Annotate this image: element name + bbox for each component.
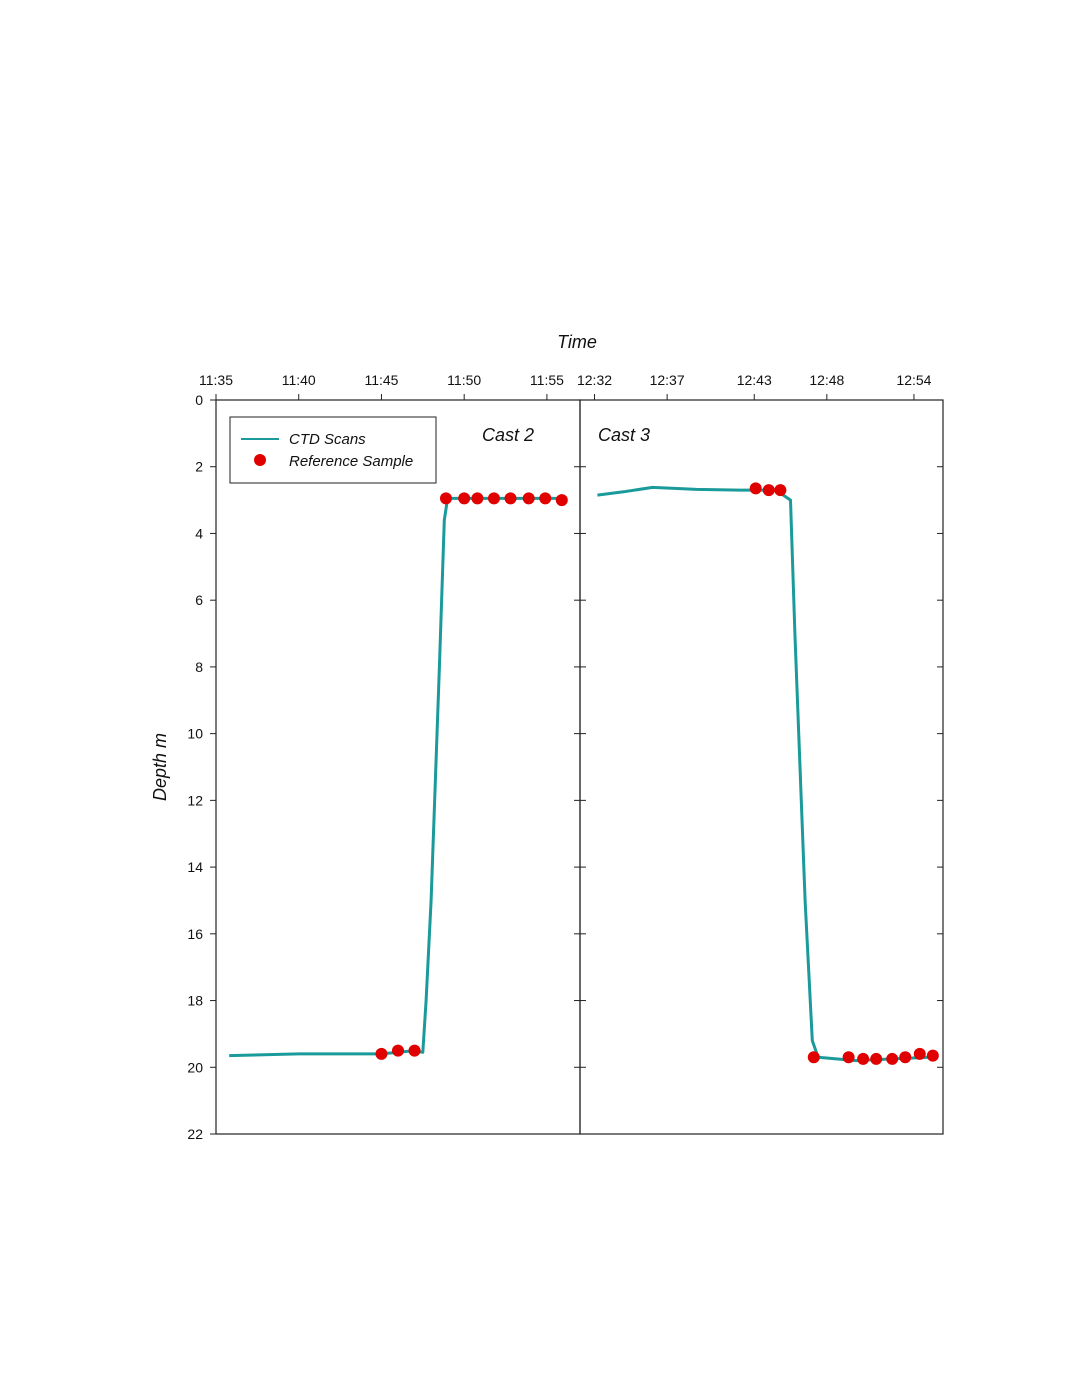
panel-frame (215, 399, 581, 1135)
reference-sample-point (555, 494, 568, 507)
y-axis-title: Depth m (150, 733, 170, 801)
reference-sample-point (774, 484, 787, 497)
reference-sample-point (487, 492, 500, 505)
reference-sample-point (749, 482, 762, 495)
reference-sample-point (842, 1051, 855, 1064)
reference-sample-point (539, 492, 552, 505)
x-tick-label: 11:55 (530, 372, 564, 388)
y-tick-label: 16 (187, 926, 203, 942)
panel-frame (579, 399, 944, 1135)
y-tick-label: 10 (187, 726, 203, 742)
y-tick-label: 8 (195, 659, 203, 675)
x-tick-label: 12:37 (650, 372, 685, 388)
x-tick-label: 12:54 (896, 372, 931, 388)
legend-marker-swatch (254, 454, 266, 466)
reference-sample-point (913, 1047, 926, 1060)
reference-sample-point (375, 1047, 388, 1060)
reference-sample-point (458, 492, 471, 505)
x-tick-label: 12:48 (809, 372, 844, 388)
reference-sample-point (886, 1052, 899, 1065)
reference-sample-point (522, 492, 535, 505)
x-tick-label: 11:50 (447, 372, 481, 388)
x-tick-label: 11:45 (364, 372, 398, 388)
legend-label-reference-sample: Reference Sample (289, 453, 413, 470)
panel-cast-2: 11:35 11:40 11:45 11:50 11:55 Cast 2 (199, 372, 581, 1135)
reference-sample-point (870, 1052, 883, 1065)
x-tick-label: 12:32 (577, 372, 612, 388)
x-tick-label: 11:40 (282, 372, 316, 388)
reference-sample-point (471, 492, 484, 505)
y-tick-label: 4 (195, 525, 203, 541)
reference-sample-point (392, 1044, 404, 1057)
panel-label: Cast 3 (598, 425, 650, 445)
y-tick-label: 20 (187, 1059, 203, 1075)
y-tick-label: 14 (187, 859, 203, 875)
reference-sample-point (408, 1044, 421, 1057)
y-tick-label: 18 (187, 993, 203, 1009)
legend: CTD Scans Reference Sample (229, 416, 437, 484)
y-tick-label: 22 (187, 1126, 203, 1142)
ctd-scans-line (597, 485, 929, 1063)
y-tick-label: 12 (187, 792, 203, 808)
reference-sample-point (439, 492, 452, 505)
reference-sample-point (857, 1052, 870, 1065)
reference-sample-point (926, 1049, 939, 1062)
legend-label-ctd-scans: CTD Scans (289, 431, 366, 448)
legend-box (229, 416, 437, 484)
ctd-scans-line (229, 496, 562, 1058)
reference-sample-point (762, 484, 775, 497)
panel-label: Cast 2 (482, 425, 534, 445)
reference-sample-point (899, 1051, 912, 1064)
x-tick-label: 11:35 (199, 372, 233, 388)
x-tick-label: 12:43 (737, 372, 772, 388)
x-axis-title: Time (557, 332, 597, 352)
y-tick-label: 2 (195, 459, 203, 475)
y-tick-label: 6 (195, 592, 203, 608)
y-tick-label: 0 (195, 392, 203, 408)
reference-sample-point (807, 1051, 820, 1064)
reference-sample-point (504, 492, 517, 505)
panel-cast-3: 12:32 12:37 12:43 12:48 12:54 Cast 3 (577, 372, 944, 1135)
